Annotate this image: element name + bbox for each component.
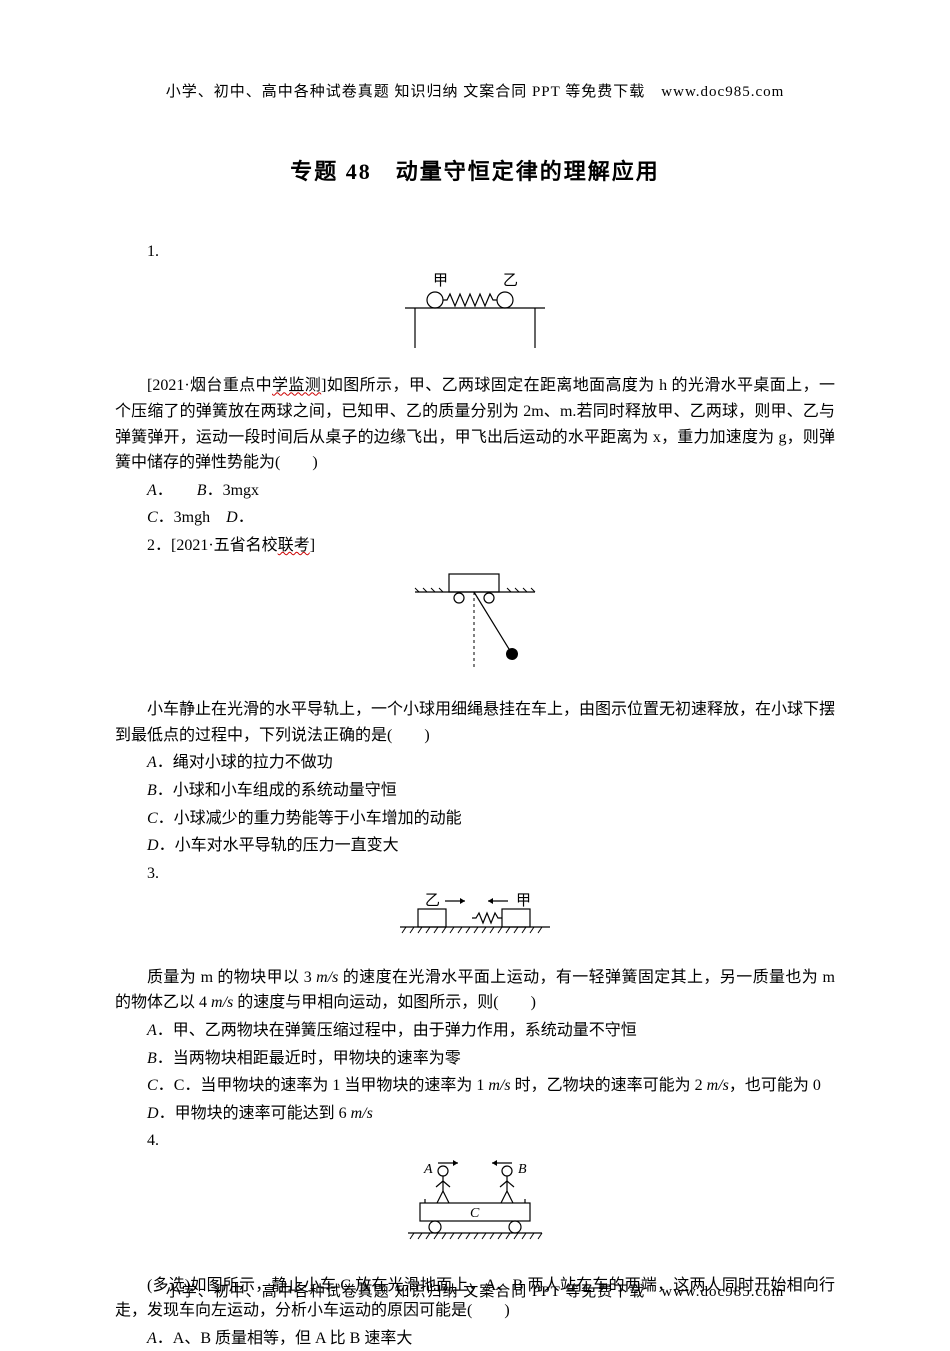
pendulum-ball-icon bbox=[506, 648, 518, 660]
arrowhead-icon bbox=[488, 898, 493, 904]
arm-icon bbox=[436, 1181, 443, 1187]
ground-hatch bbox=[402, 927, 542, 933]
leg-icon bbox=[443, 1191, 449, 1203]
q2-opt-a: A．绳对小球的拉力不做功 bbox=[115, 750, 835, 776]
q3-number: 3. bbox=[115, 861, 835, 887]
opt-letter: D bbox=[147, 837, 159, 854]
q3-fig-label-right: 甲 bbox=[516, 893, 531, 909]
wheel-icon bbox=[429, 1221, 441, 1233]
head-icon bbox=[438, 1166, 448, 1176]
unit: m/s bbox=[211, 994, 233, 1011]
opt-letter: A bbox=[147, 1022, 157, 1039]
opt-letter: A bbox=[147, 1330, 157, 1347]
title-prefix: 专题 bbox=[290, 159, 346, 184]
head-icon bbox=[502, 1166, 512, 1176]
q3-text: 质量为 m 的物块甲以 3 m/s 的速度在光滑水平面上运动，有一轻弹簧固定其上… bbox=[115, 965, 835, 1016]
unit: m/s bbox=[488, 1077, 510, 1094]
q2-number: 2．[2021·五省名校联考] bbox=[115, 533, 835, 559]
block-right-icon bbox=[502, 909, 530, 927]
arrowhead-icon bbox=[492, 1160, 497, 1166]
q1-fig-label-left: 甲 bbox=[433, 273, 448, 289]
q4-fig-label-a: A bbox=[423, 1162, 433, 1177]
spring-icon bbox=[443, 294, 497, 306]
wavy-text: 学监测 bbox=[272, 377, 321, 394]
leg-icon bbox=[507, 1191, 513, 1203]
arm-icon bbox=[443, 1181, 450, 1187]
text-seg: 质量为 m 的物块甲以 3 bbox=[147, 969, 316, 986]
q1-opt-c: C．3mgh D． bbox=[115, 505, 835, 531]
q2-opt-b: B．小球和小车组成的系统动量守恒 bbox=[115, 778, 835, 804]
arrowhead-icon bbox=[460, 898, 465, 904]
q1-text: [2021·烟台重点中学监测]如图所示，甲、乙两球固定在距离地面高度为 h 的光… bbox=[115, 373, 835, 475]
opt-letter: D bbox=[226, 509, 238, 526]
q4-number: 4. bbox=[115, 1128, 835, 1154]
opt-letter: C bbox=[147, 1077, 158, 1094]
leg-icon bbox=[437, 1191, 443, 1203]
text-seg: C．当甲物块的速率为 1 bbox=[174, 1077, 345, 1094]
unit: m/s bbox=[707, 1077, 729, 1094]
string-icon bbox=[474, 592, 509, 649]
q3-opt-b: B．当两物块相距最近时，甲物块的速率为零 bbox=[115, 1046, 835, 1072]
q3-opt-d: D．甲物块的速率可能达到 6 m/s bbox=[115, 1101, 835, 1127]
q3-fig-label-left: 乙 bbox=[425, 893, 440, 909]
page-title: 专题 48 动量守恒定律的理解应用 bbox=[115, 154, 835, 189]
block-left-icon bbox=[418, 909, 446, 927]
wavy-text: 联考 bbox=[278, 537, 310, 554]
arm-icon bbox=[507, 1181, 514, 1187]
opt-letter: C bbox=[147, 810, 158, 827]
q2-num: 2． bbox=[147, 537, 171, 554]
opt-letter: B bbox=[147, 1050, 157, 1067]
ground-hatch bbox=[410, 1233, 542, 1239]
unit: m/s bbox=[316, 969, 338, 986]
spring-icon bbox=[472, 913, 502, 923]
q4-opt-a: A．A、B 质量相等，但 A 比 B 速率大 bbox=[115, 1326, 835, 1351]
page-header: 小学、初中、高中各种试卷真题 知识归纳 文案合同 PPT 等免费下载 www.d… bbox=[115, 80, 835, 104]
q3-opt-c: C．C．当甲物块的速率为 1 当甲物块的速率为 1 m/s 时，乙物块的速率可能… bbox=[115, 1073, 835, 1099]
text-seg: 的速度与甲相向运动，如图所示，则( ) bbox=[233, 994, 536, 1011]
q4-fig-label-c: C bbox=[470, 1206, 480, 1221]
opt-letter: B bbox=[197, 482, 207, 499]
opt-letter: D bbox=[147, 1105, 159, 1122]
opt-letter: A bbox=[147, 482, 157, 499]
q2-text: 小车静止在光滑的水平导轨上，一个小球用细绳悬挂在车上，由图示位置无初速释放，在小… bbox=[115, 697, 835, 748]
arrowhead-icon bbox=[453, 1160, 458, 1166]
arm-icon bbox=[500, 1181, 507, 1187]
ball-right-icon bbox=[497, 292, 513, 308]
page-footer: 小学、初中、高中各种试卷真题 知识归纳 文案合同 PPT 等免费下载 www.d… bbox=[0, 1280, 950, 1304]
q1-number: 1. bbox=[115, 239, 835, 265]
leg-icon bbox=[501, 1191, 507, 1203]
opt-letter: B bbox=[147, 782, 157, 799]
q1-figure: 甲 乙 bbox=[115, 270, 835, 359]
cart-icon bbox=[449, 574, 499, 592]
ball-left-icon bbox=[427, 292, 443, 308]
title-number: 48 bbox=[346, 159, 372, 184]
q2-opt-d: D．小车对水平导轨的压力一直变大 bbox=[115, 833, 835, 859]
unit: m/s bbox=[351, 1105, 373, 1122]
q2-opt-c: C．小球减少的重力势能等于小车增加的动能 bbox=[115, 806, 835, 832]
wheel-icon bbox=[454, 593, 464, 603]
q2-figure bbox=[115, 564, 835, 683]
q3-figure: 乙 甲 bbox=[115, 891, 835, 950]
wheel-icon bbox=[484, 593, 494, 603]
q4-fig-label-b: B bbox=[518, 1162, 527, 1177]
q3-opt-a: A．甲、乙两物块在弹簧压缩过程中，由于弹力作用，系统动量不守恒 bbox=[115, 1018, 835, 1044]
wheel-icon bbox=[509, 1221, 521, 1233]
q1-opt-a: A． B．3mgx bbox=[115, 478, 835, 504]
title-suffix: 动量守恒定律的理解应用 bbox=[372, 159, 660, 184]
q1-fig-label-right: 乙 bbox=[503, 273, 518, 289]
opt-letter: C bbox=[147, 509, 158, 526]
q4-figure: A B C bbox=[115, 1159, 835, 1258]
opt-letter: A bbox=[147, 754, 157, 771]
